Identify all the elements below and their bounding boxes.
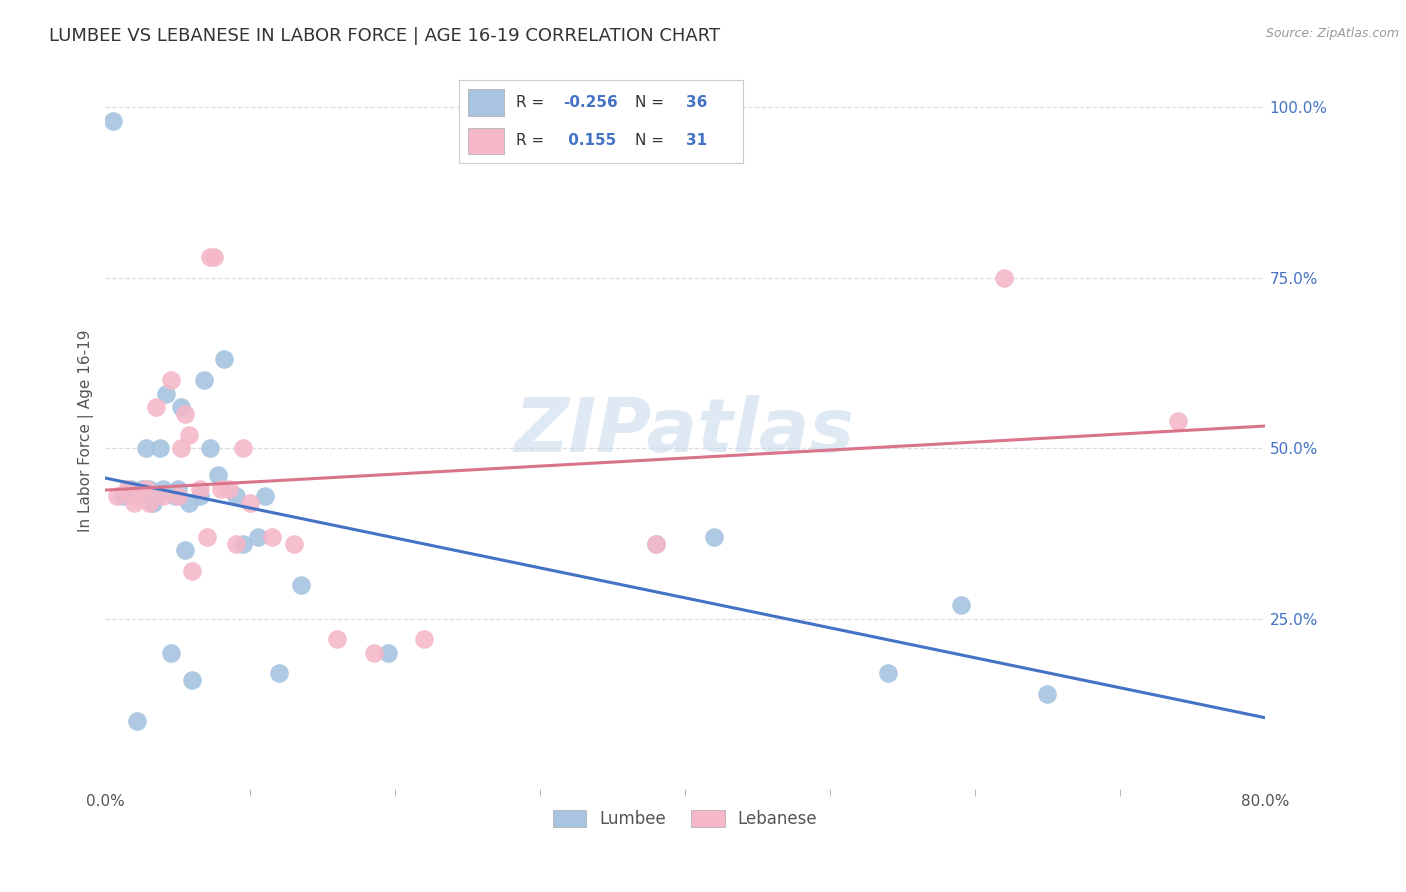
Point [1167, 414, 1189, 428]
Point [993, 270, 1015, 285]
Point [703, 530, 725, 544]
Point [159, 373, 181, 387]
Point [181, 673, 204, 687]
Point [1036, 687, 1059, 701]
Point [145, 401, 167, 415]
Point [179, 427, 201, 442]
Point [174, 543, 197, 558]
Point [142, 496, 165, 510]
Text: Source: ZipAtlas.com: Source: ZipAtlas.com [1265, 27, 1399, 40]
Point [138, 496, 160, 510]
Point [188, 489, 211, 503]
Point [145, 489, 167, 503]
Point [135, 482, 157, 496]
Point [115, 482, 138, 496]
Point [877, 666, 900, 681]
Y-axis label: In Labor Force | Age 16-19: In Labor Force | Age 16-19 [79, 330, 94, 533]
Point [149, 441, 172, 455]
Point [212, 352, 235, 367]
Point [202, 250, 225, 264]
Point [377, 646, 399, 660]
Point [111, 489, 134, 503]
Point [152, 489, 174, 503]
Point [170, 441, 193, 455]
Point [949, 598, 972, 612]
Point [135, 441, 157, 455]
Point [326, 632, 349, 647]
Point [283, 536, 305, 550]
Point [174, 407, 197, 421]
Point [209, 482, 232, 496]
Legend: Lumbee, Lebanese: Lumbee, Lebanese [546, 803, 824, 835]
Point [101, 113, 124, 128]
Point [152, 482, 174, 496]
Point [413, 632, 436, 647]
Point [225, 489, 247, 503]
Text: ZIPatlas: ZIPatlas [515, 394, 855, 467]
Point [159, 646, 181, 660]
Point [105, 489, 128, 503]
Point [225, 536, 247, 550]
Point [127, 489, 149, 503]
Point [198, 250, 221, 264]
Point [179, 496, 201, 510]
Point [207, 468, 229, 483]
Point [155, 386, 177, 401]
Point [131, 482, 153, 496]
Point [260, 530, 283, 544]
Point [170, 401, 193, 415]
Point [232, 536, 254, 550]
Point [166, 489, 188, 503]
Point [239, 496, 262, 510]
Point [645, 536, 668, 550]
Point [195, 530, 218, 544]
Point [198, 441, 221, 455]
Point [218, 482, 240, 496]
Point [253, 489, 276, 503]
Point [121, 482, 143, 496]
Point [290, 577, 312, 591]
Point [193, 373, 215, 387]
Point [232, 441, 254, 455]
Point [138, 482, 160, 496]
Point [124, 496, 146, 510]
Point [127, 714, 149, 728]
Point [166, 482, 188, 496]
Text: LUMBEE VS LEBANESE IN LABOR FORCE | AGE 16-19 CORRELATION CHART: LUMBEE VS LEBANESE IN LABOR FORCE | AGE … [49, 27, 720, 45]
Point [269, 666, 291, 681]
Point [645, 536, 668, 550]
Point [363, 646, 385, 660]
Point [188, 482, 211, 496]
Point [181, 564, 204, 578]
Point [163, 489, 186, 503]
Point [246, 530, 269, 544]
